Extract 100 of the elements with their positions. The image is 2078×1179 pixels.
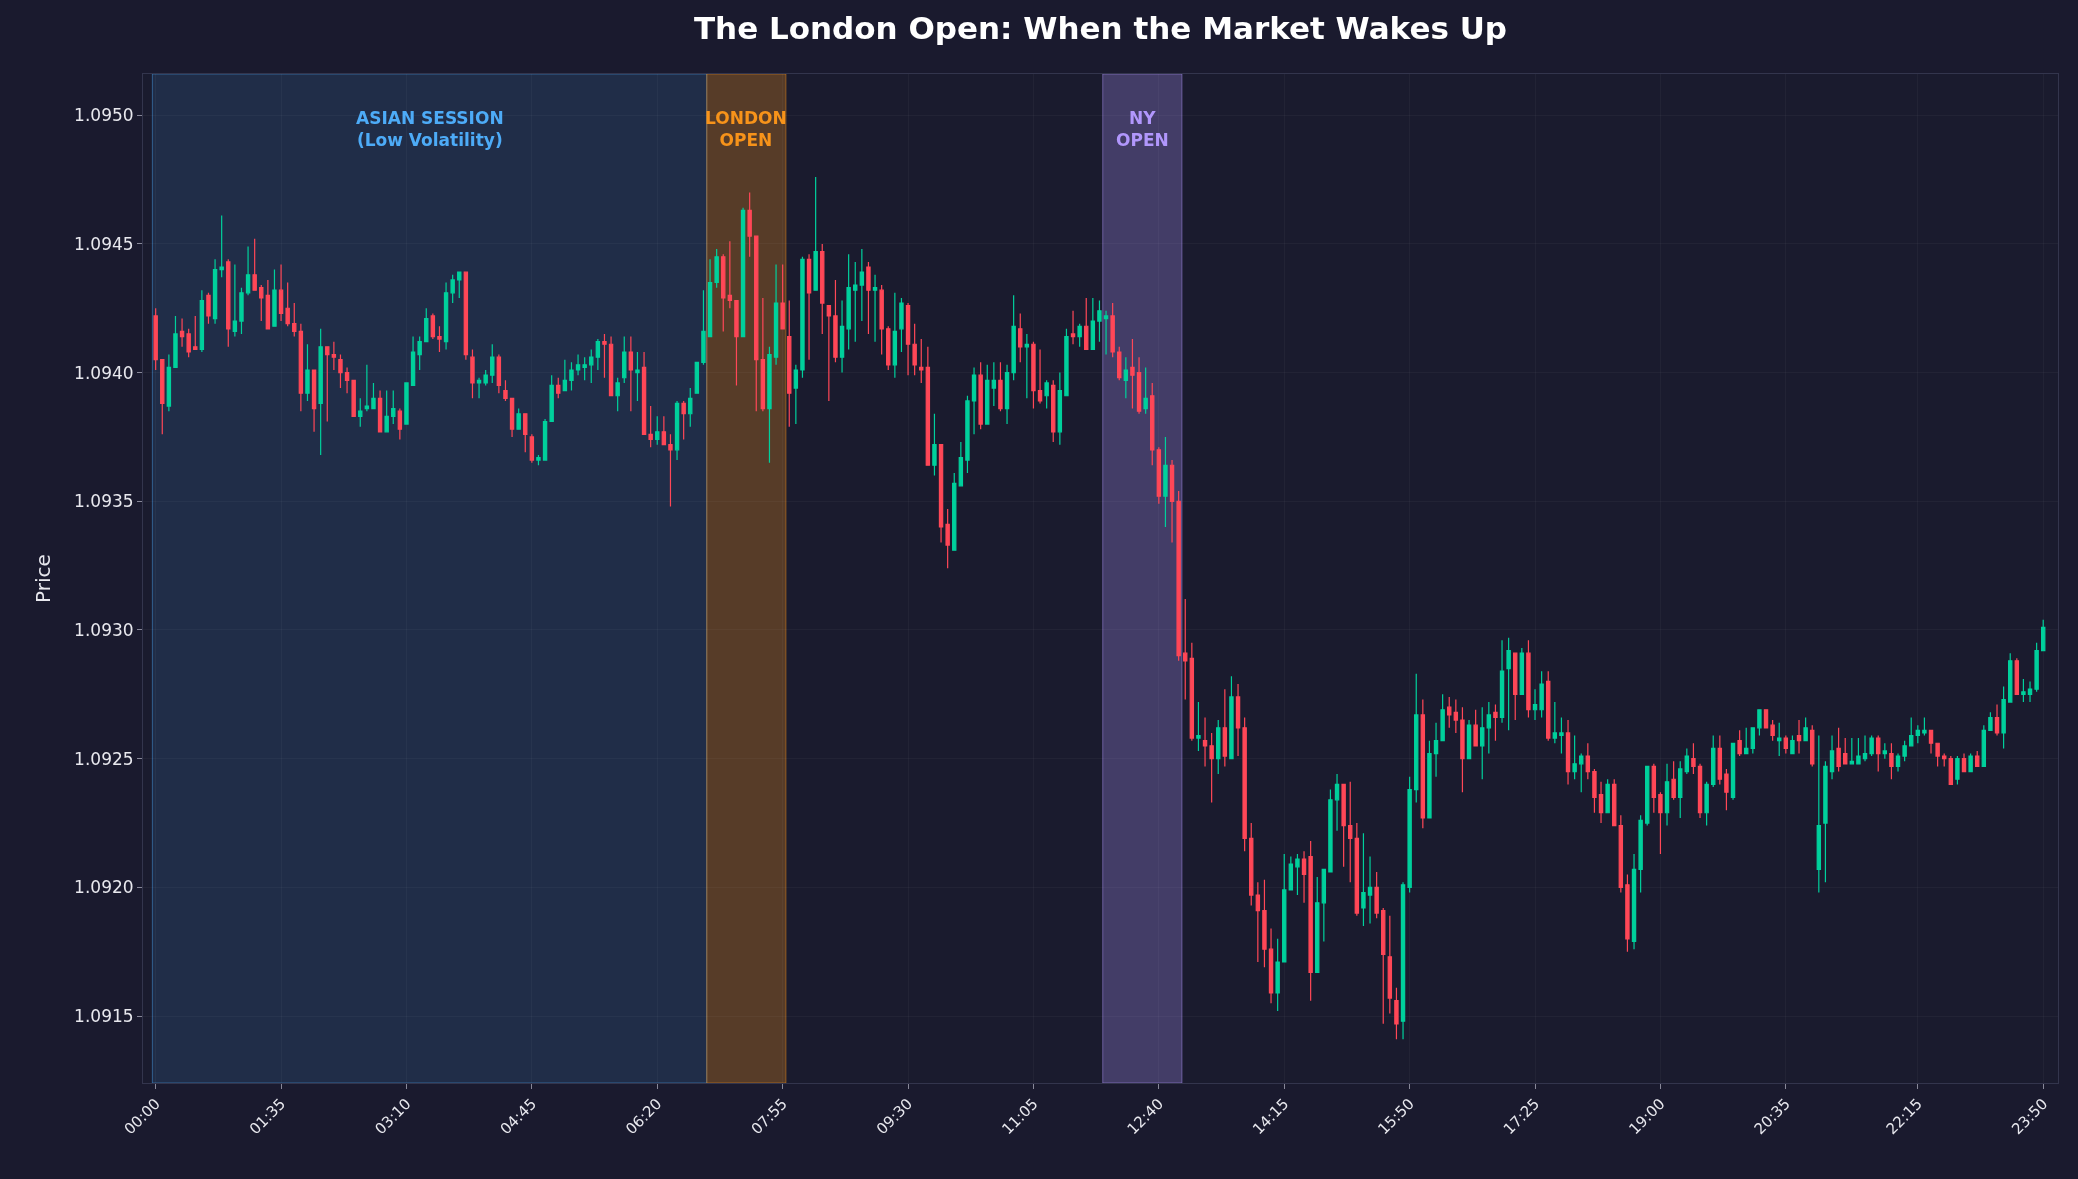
candlestick [503, 379, 508, 402]
y-tick-label: 1.0925 [74, 748, 134, 769]
candlestick [932, 413, 937, 477]
candlestick [509, 397, 515, 438]
candlestick [1011, 294, 1016, 381]
y-tick-label: 1.0950 [74, 105, 134, 126]
candlestick [919, 338, 924, 384]
candlestick [694, 361, 700, 394]
candlestick [1004, 364, 1010, 425]
candlestick [1684, 747, 1690, 775]
candlestick [239, 287, 244, 335]
candlestick [1506, 637, 1511, 731]
candlestick [1975, 750, 1980, 767]
candlestick [1348, 781, 1353, 883]
candlestick [1988, 711, 1993, 731]
candlestick [1031, 341, 1036, 410]
candlestick [1724, 768, 1729, 811]
candlestick [1064, 328, 1069, 397]
candlestick [1849, 737, 1855, 765]
candlestick [1057, 371, 1063, 446]
candlestick [358, 397, 363, 428]
candlestick [245, 245, 251, 296]
candlestick [1552, 701, 1558, 744]
candlestick [1737, 729, 1742, 757]
candlestick [2021, 678, 2026, 703]
candlestick [582, 356, 587, 381]
candlestick [384, 390, 389, 433]
candlestick [179, 317, 185, 348]
candlestick [721, 253, 726, 332]
candlestick [740, 207, 746, 338]
candlestick [628, 335, 634, 412]
candlestick [1730, 742, 1736, 801]
candlestick [1130, 338, 1135, 410]
candlestick [278, 263, 284, 322]
candlestick [1136, 356, 1142, 415]
candlestick [542, 418, 548, 461]
band-label: ASIAN SESSION (Low Volatility) [356, 108, 504, 151]
candlestick [688, 387, 693, 428]
candlestick [1117, 346, 1122, 381]
candlestick [1334, 773, 1340, 832]
candlestick [734, 299, 739, 387]
candlestick [1856, 737, 1861, 765]
candlestick [1070, 310, 1076, 345]
candlestick [1037, 348, 1043, 405]
y-axis-title: Price [30, 554, 55, 603]
candlestick [1625, 873, 1630, 953]
candlestick [1915, 724, 1921, 744]
candlestick [655, 415, 660, 446]
candlestick [1605, 778, 1610, 814]
candlestick [1229, 675, 1234, 760]
candlestick [925, 346, 931, 466]
candlestick [2014, 657, 2020, 695]
candlestick [252, 238, 257, 291]
candlestick [1546, 670, 1551, 742]
candlestick [1427, 740, 1432, 819]
candlestick [443, 281, 449, 351]
candlestick [1697, 763, 1703, 819]
candlestick [1315, 876, 1320, 973]
candlestick [872, 274, 878, 343]
candlestick [1711, 734, 1716, 788]
candlestick [886, 325, 891, 371]
candlestick [681, 400, 686, 441]
candlestick [298, 323, 304, 412]
candlestick [1592, 768, 1597, 814]
candlestick [2034, 642, 2039, 693]
candlestick [457, 271, 462, 299]
candlestick [344, 366, 350, 394]
candlestick [1295, 853, 1300, 896]
candlestick [938, 444, 944, 544]
candlestick [1460, 706, 1465, 793]
candlestick [523, 413, 528, 453]
candlestick [1235, 683, 1241, 757]
candlestick [199, 289, 205, 353]
candlestick [1440, 693, 1445, 742]
candlestick [1691, 742, 1696, 775]
candlestick [338, 353, 343, 389]
candlestick [1882, 742, 1888, 760]
candlestick [1519, 647, 1525, 695]
candlestick [1612, 778, 1617, 827]
candlestick [958, 441, 964, 487]
candlestick [496, 353, 502, 394]
candlestick [1103, 310, 1109, 356]
candlestick [787, 299, 792, 428]
candlestick [1928, 729, 1934, 755]
candlestick [1493, 704, 1498, 742]
candlestick [1902, 740, 1907, 762]
candlestick [1301, 850, 1307, 904]
candlestick [259, 284, 264, 322]
candlestick [153, 307, 158, 371]
candlestick [754, 235, 759, 412]
candlestick [1196, 701, 1201, 752]
candlestick [364, 364, 370, 412]
y-tick-label: 1.0915 [74, 1006, 134, 1027]
candlestick [2001, 686, 2006, 749]
candlestick [945, 508, 950, 569]
candlestick [1922, 716, 1927, 737]
candlestick [707, 258, 713, 338]
candlestick [1242, 716, 1247, 852]
candlestick [1189, 642, 1195, 742]
candlestick [1664, 763, 1670, 827]
